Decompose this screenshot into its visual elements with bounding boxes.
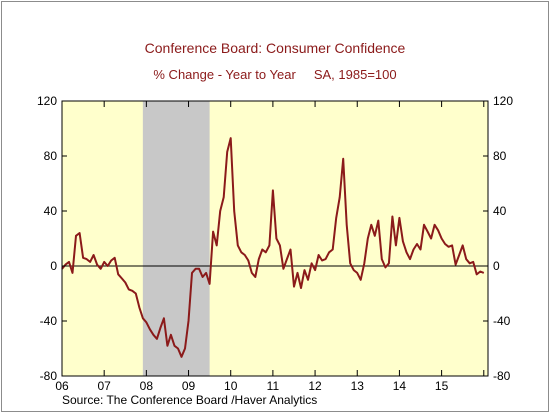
y-tick-label-left: -80 bbox=[40, 369, 58, 383]
y-tick-label-right: -80 bbox=[493, 369, 511, 383]
chart-subtitle: % Change - Year to Year SA, 1985=100 bbox=[153, 67, 397, 82]
x-tick-label: 13 bbox=[351, 379, 365, 393]
x-tick-label: 08 bbox=[140, 379, 154, 393]
x-tick-label: 12 bbox=[308, 379, 322, 393]
recession-band bbox=[142, 101, 210, 376]
y-tick-label-left: 120 bbox=[37, 94, 57, 108]
source-note: Source: The Conference Board /Haver Anal… bbox=[62, 393, 318, 407]
x-tick-label: 15 bbox=[435, 379, 449, 393]
plot-border bbox=[61, 100, 489, 377]
series-line-0 bbox=[61, 137, 485, 358]
y-tick-label-right: 40 bbox=[493, 204, 507, 218]
x-tick-label: 10 bbox=[224, 379, 238, 393]
y-tick-label-right: -40 bbox=[493, 314, 511, 328]
y-tick-label-right: 120 bbox=[493, 94, 513, 108]
x-tick-label: 14 bbox=[393, 379, 407, 393]
y-tick-label-right: 0 bbox=[493, 259, 500, 273]
x-tick-label: 07 bbox=[97, 379, 111, 393]
y-tick-label-left: 80 bbox=[44, 149, 58, 163]
y-tick-label-left: -40 bbox=[40, 314, 58, 328]
x-tick-label: 11 bbox=[267, 379, 280, 393]
x-tick-label: 06 bbox=[55, 379, 69, 393]
chart-title: Conference Board: Consumer Confidence bbox=[144, 40, 406, 56]
x-tick-label: 09 bbox=[182, 379, 196, 393]
plot-background bbox=[62, 101, 488, 376]
y-tick-label-right: 80 bbox=[493, 149, 507, 163]
y-tick-label-left: 0 bbox=[50, 259, 57, 273]
y-tick-label-left: 40 bbox=[44, 204, 58, 218]
